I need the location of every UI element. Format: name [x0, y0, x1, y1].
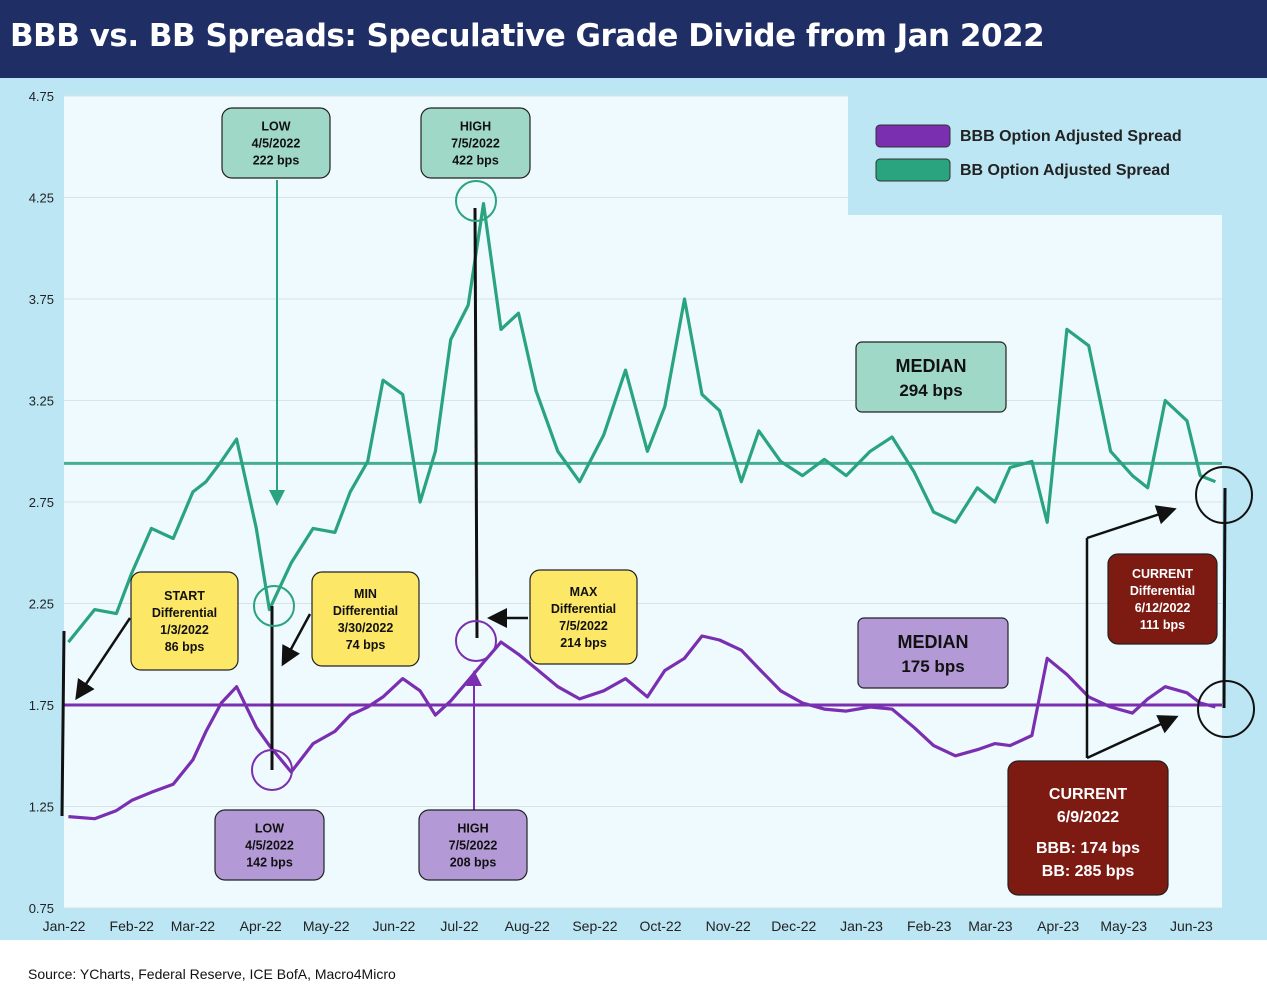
start-diff-line: Differential: [152, 606, 217, 620]
bbb-median-box: [857, 617, 1009, 689]
bbb-low-line: LOW: [255, 821, 284, 835]
bbb-series-line: [68, 634, 1216, 821]
current-diff-line: 111 bps: [1140, 618, 1185, 632]
bb-median-box: [855, 341, 1007, 413]
bb-series-line: [67, 201, 1216, 644]
bb-high-circle: [455, 180, 497, 222]
y-tick-label: 4.75: [29, 89, 54, 104]
x-tick-label: Sep-22: [572, 918, 617, 934]
current-bbb-arrow: [1086, 715, 1179, 760]
bbb-low-circle: [251, 749, 293, 791]
x-tick-label: Feb-22: [110, 918, 155, 934]
bb-high-line: HIGH: [460, 119, 491, 133]
bb-high-line: 422 bps: [452, 153, 499, 167]
current-differential-bar: [1222, 487, 1227, 709]
legend-label-bb: BB Option Adjusted Spread: [960, 162, 1170, 179]
bbb-high-line: HIGH: [457, 821, 488, 835]
max-diff-line: 214 bps: [560, 636, 607, 650]
y-tick-label: 0.75: [29, 901, 54, 916]
spread-chart: 4.75 4.25 3.75 3.25 2.75 2.25 1.75 1.25 0.75 Jan-…: [29, 89, 1255, 934]
bb-low-line: 222 bps: [253, 153, 300, 167]
x-tick-label: May-22: [303, 918, 350, 934]
x-tick-label: May-23: [1100, 918, 1147, 934]
current-levels-line: CURRENT: [1049, 786, 1127, 803]
start-diff-box: [130, 571, 239, 671]
y-tick-label: 1.75: [29, 698, 54, 713]
x-tick-label: Aug-22: [505, 918, 550, 934]
x-tick-label: Oct-22: [639, 918, 681, 934]
x-tick-label: Jun-22: [373, 918, 416, 934]
current-diff-box: [1107, 553, 1218, 645]
source-note: Source: YCharts, Federal Reserve, ICE Bo…: [28, 966, 396, 982]
bb-median-value: 294 bps: [899, 381, 962, 400]
bbb-median-value: 175 bps: [901, 657, 964, 676]
max-diff-line: MAX: [570, 585, 598, 599]
min-diff-line: MIN: [354, 587, 377, 601]
y-tick-label: 2.75: [29, 495, 54, 510]
y-tick-label: 3.25: [29, 394, 54, 409]
x-tick-label: Dec-22: [771, 918, 816, 934]
start-diff-line: 1/3/2022: [160, 623, 209, 637]
min-differential-arrow: [281, 613, 312, 667]
legend-swatch-bb: [875, 158, 951, 182]
bb-high-line: 7/5/2022: [451, 136, 500, 150]
x-tick-label: Mar-22: [171, 918, 216, 934]
bbb-high-box: [418, 809, 528, 881]
bbb-low-line: 4/5/2022: [245, 838, 294, 852]
legend-label-bbb: BBB Option Adjusted Spread: [960, 128, 1182, 145]
current-diff-line: Differential: [1130, 584, 1195, 598]
chart-area: 4.75 4.25 3.75 3.25 2.75 2.25 1.75 1.25 0.75 Jan-…: [0, 78, 1267, 940]
bbb-median-title: MEDIAN: [898, 632, 969, 652]
title-bar: BBB vs. BB Spreads: Speculative Grade Di…: [0, 0, 1267, 78]
start-differential-bar: [60, 630, 66, 817]
y-tick-label: 1.25: [29, 800, 54, 815]
bbb-low-line: 142 bps: [246, 855, 293, 869]
x-tick-label: Apr-23: [1037, 918, 1079, 934]
min-diff-box: [311, 571, 420, 667]
start-diff-line: 86 bps: [165, 640, 205, 654]
max-differential-bar: [473, 207, 479, 639]
bbb-high-circle: [455, 620, 497, 662]
bb-low-box: [221, 107, 331, 179]
current-levels-line: BBB: 174 bps: [1036, 840, 1140, 857]
x-tick-label: Mar-23: [968, 918, 1013, 934]
max-diff-box: [529, 569, 638, 665]
current-levels-line: BB: 285 bps: [1042, 863, 1135, 880]
current-levels-box: [1007, 760, 1169, 896]
x-tick-label: Jun-23: [1170, 918, 1213, 934]
legend-swatch-bbb: [875, 124, 951, 148]
bb-low-line: LOW: [261, 119, 290, 133]
min-diff-line: Differential: [333, 604, 398, 618]
x-tick-label: Jan-23: [840, 918, 883, 934]
bb-low-circle: [253, 585, 295, 627]
bb-median-title: MEDIAN: [896, 356, 967, 376]
max-diff-line: Differential: [551, 602, 616, 616]
start-diff-line: START: [164, 589, 205, 603]
min-diff-line: 3/30/2022: [338, 621, 394, 635]
y-tick-label: 2.25: [29, 597, 54, 612]
bbb-high-line: 7/5/2022: [449, 838, 498, 852]
x-tick-label: Apr-22: [240, 918, 282, 934]
bbb-high-line: 208 bps: [450, 855, 497, 869]
x-tick-label: Jul-22: [440, 918, 478, 934]
current-bbb-circle: [1197, 680, 1255, 738]
bb-high-box: [420, 107, 531, 179]
current-levels-line: 6/9/2022: [1057, 809, 1119, 826]
current-diff-line: 6/12/2022: [1135, 601, 1191, 615]
start-differential-arrow: [75, 617, 132, 701]
current-diff-line: CURRENT: [1132, 567, 1193, 581]
y-tick-label: 4.25: [29, 191, 54, 206]
current-bb-arrow: [1086, 505, 1177, 540]
bb-low-line: 4/5/2022: [252, 136, 301, 150]
bbb-low-box: [214, 809, 325, 881]
current-bb-circle: [1195, 466, 1253, 524]
chart-title: BBB vs. BB Spreads: Speculative Grade Di…: [10, 18, 1045, 54]
y-tick-label: 3.75: [29, 292, 54, 307]
min-diff-line: 74 bps: [346, 638, 386, 652]
x-tick-label: Feb-23: [907, 918, 952, 934]
x-tick-label: Jan-22: [43, 918, 86, 934]
max-diff-line: 7/5/2022: [559, 619, 608, 633]
x-tick-label: Nov-22: [706, 918, 751, 934]
